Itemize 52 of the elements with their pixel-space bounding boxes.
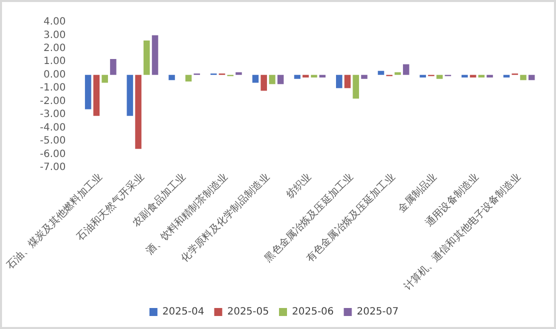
y-tick-label: 0.00 <box>43 69 66 80</box>
bar <box>152 35 158 75</box>
bar <box>168 74 175 80</box>
bar <box>277 74 284 84</box>
legend-label: 2025-04 <box>162 306 204 318</box>
bar <box>319 74 326 78</box>
y-tick-label: -3.00 <box>40 109 66 120</box>
bar <box>361 74 368 79</box>
y-tick-label: -7.00 <box>40 162 66 173</box>
bar <box>503 74 510 78</box>
bar <box>126 74 134 116</box>
bar <box>252 74 259 83</box>
y-tick-label: 2.00 <box>43 43 66 54</box>
x-tick-label: 纺织业 <box>284 171 314 201</box>
y-tick-label: 4.00 <box>43 16 66 28</box>
bar <box>302 74 309 78</box>
bar <box>110 59 116 75</box>
bar <box>294 74 300 79</box>
bar <box>528 74 535 80</box>
bar <box>344 74 351 88</box>
bar <box>135 74 142 149</box>
bar <box>336 74 342 88</box>
y-tick-label: -2.00 <box>40 96 66 107</box>
bar <box>144 40 150 75</box>
y-tick-label: -6.00 <box>40 148 66 160</box>
legend-label: 2025-06 <box>292 306 334 318</box>
bar <box>394 72 401 75</box>
y-tick-label: 3.00 <box>43 30 66 41</box>
bar <box>520 74 526 80</box>
bar <box>102 74 108 83</box>
bar <box>352 74 360 99</box>
y-tick-label: 1.00 <box>43 56 66 68</box>
y-tick-label: -1.00 <box>40 82 66 94</box>
y-tick-label: -5.00 <box>40 136 66 147</box>
bar <box>310 74 318 78</box>
bar <box>185 74 192 82</box>
bar <box>378 70 384 75</box>
y-tick-label: -4.00 <box>40 122 66 134</box>
legend-label: 2025-05 <box>227 306 270 318</box>
bar <box>486 74 493 78</box>
bar <box>236 72 242 75</box>
bar <box>436 74 443 79</box>
bar <box>470 74 476 78</box>
bar <box>478 74 485 78</box>
bar <box>420 74 426 78</box>
bar <box>269 74 276 84</box>
bar <box>93 74 100 116</box>
bar <box>402 64 410 75</box>
bar <box>84 74 92 110</box>
bar <box>260 74 267 91</box>
bar <box>462 74 468 78</box>
legend-label: 2025-07 <box>356 306 399 318</box>
